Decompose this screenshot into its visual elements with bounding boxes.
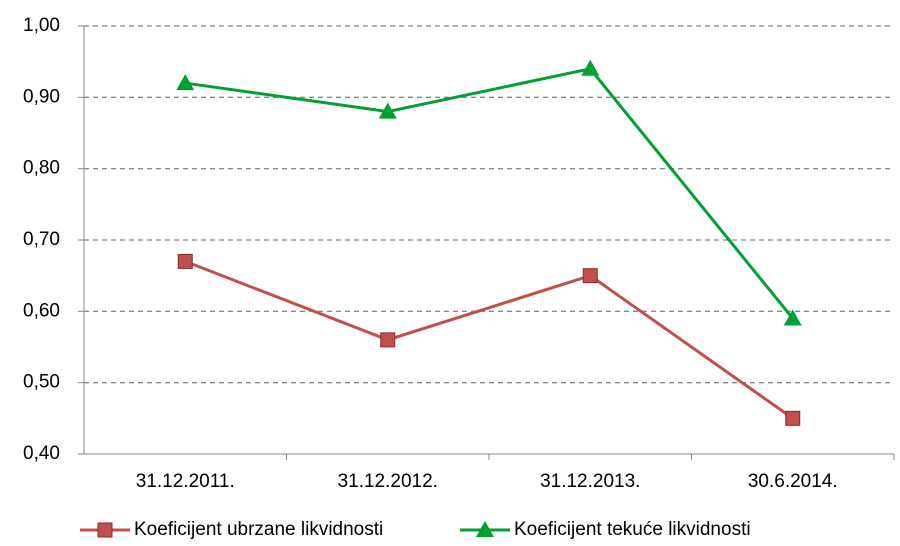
point — [177, 253, 193, 269]
x-tick-label: 31.12.2011. — [136, 471, 235, 492]
point — [176, 74, 195, 91]
series-line — [185, 67, 794, 320]
point — [380, 332, 396, 348]
legend-marker — [476, 521, 494, 537]
point — [581, 59, 600, 76]
point — [785, 410, 801, 426]
series-line — [184, 260, 794, 420]
legend-marker — [97, 522, 113, 538]
legend-label: Koeficijent tekuće likvidnosti — [514, 519, 751, 540]
point — [378, 102, 397, 119]
y-tick-label: 0,90 — [23, 86, 60, 107]
y-tick-label: 0,70 — [23, 229, 60, 250]
legend-label: Koeficijent ubrzane likvidnosti — [134, 519, 383, 540]
y-tick-label: 0,80 — [23, 158, 60, 179]
point — [783, 309, 802, 326]
x-tick-label: 30.6.2014. — [748, 471, 838, 492]
x-tick-label: 31.12.2013. — [540, 471, 640, 492]
x-tick-label: 31.12.2012. — [338, 471, 438, 492]
y-tick-label: 0,40 — [23, 443, 60, 464]
y-tick-label: 0,50 — [23, 372, 60, 393]
point — [582, 268, 598, 284]
y-tick-label: 1,00 — [23, 15, 60, 36]
y-tick-label: 0,60 — [23, 300, 60, 321]
